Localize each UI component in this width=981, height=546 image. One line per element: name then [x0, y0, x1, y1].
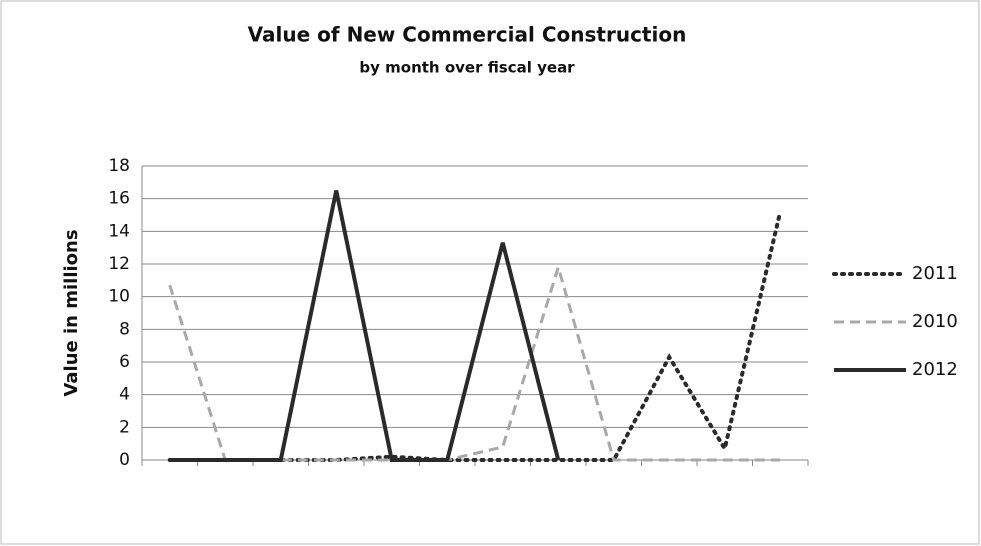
chart-title: Value of New Commercial Construction [248, 23, 687, 47]
y-tick-label: 14 [108, 221, 130, 241]
y-tick-label: 18 [108, 156, 130, 176]
y-tick-label: 12 [108, 254, 130, 274]
y-tick-label: 2 [119, 417, 130, 437]
y-tick-label: 8 [119, 319, 130, 339]
y-tick-label: 10 [108, 287, 130, 307]
legend-label: 2010 [912, 311, 958, 332]
y-tick-label: 6 [119, 352, 130, 372]
y-axis-label: Value in millions [61, 229, 82, 396]
y-tick-label: 4 [119, 385, 130, 405]
series-line [169, 190, 561, 462]
series-line [167, 209, 783, 462]
y-tick-label: 0 [119, 450, 130, 470]
chart-subtitle: by month over fiscal year [359, 59, 575, 77]
y-tick-label: 16 [108, 189, 130, 209]
legend-label: 2011 [912, 263, 958, 284]
legend-label: 2012 [912, 359, 958, 380]
